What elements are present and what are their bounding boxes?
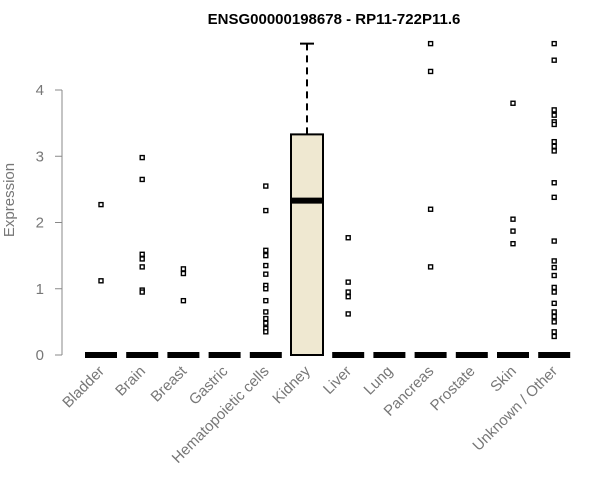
outlier-point	[551, 289, 557, 295]
outlier-point	[427, 40, 434, 47]
outlier-point	[510, 228, 516, 234]
outlier-point	[551, 333, 557, 340]
outlier-point	[551, 309, 557, 315]
outlier-point	[551, 138, 557, 145]
outlier-point	[345, 289, 351, 295]
outlier-point	[510, 216, 516, 222]
outlier-point	[551, 300, 557, 307]
x-tick-label: Lung	[361, 363, 397, 399]
outlier-point	[98, 278, 104, 284]
outlier-point	[551, 272, 557, 279]
box-group	[85, 201, 117, 358]
outlier-point	[551, 284, 557, 291]
outlier-point	[263, 297, 269, 304]
outlier-point	[510, 100, 516, 106]
outlier-point	[263, 207, 269, 214]
box-group	[167, 266, 200, 358]
outlier-point	[263, 309, 269, 315]
outlier-point	[345, 311, 351, 317]
outlier-point	[139, 176, 145, 183]
outlier-point	[345, 294, 351, 300]
outlier-point	[551, 194, 557, 201]
outlier-point	[263, 262, 269, 269]
outlier-point	[551, 148, 557, 154]
y-tick-label: 2	[36, 215, 44, 232]
outlier-point	[263, 247, 269, 254]
x-tick-label: Kidney	[269, 362, 314, 407]
outlier-point	[551, 121, 557, 128]
outlier-point	[551, 112, 557, 118]
outlier-point	[139, 289, 145, 295]
box-group	[126, 154, 159, 358]
y-tick-label: 3	[36, 148, 44, 165]
y-tick-label: 1	[36, 281, 44, 298]
outlier-point	[345, 279, 351, 285]
box-group	[249, 183, 282, 358]
outlier-point	[180, 266, 187, 272]
outlier-point	[139, 256, 145, 262]
y-tick-label: 0	[36, 347, 44, 364]
outlier-point	[551, 258, 557, 264]
outlier-point	[551, 319, 557, 325]
outlier-point	[263, 252, 269, 259]
outlier-point	[427, 68, 434, 75]
x-tick-label: Prostate	[427, 363, 479, 415]
outlier-point	[510, 240, 516, 247]
x-tick-label: Bladder	[59, 363, 108, 412]
outlier-point	[263, 329, 269, 335]
outlier-point	[263, 183, 269, 189]
outlier-point	[551, 238, 557, 244]
outlier-point	[139, 264, 145, 270]
outlier-point	[98, 201, 104, 208]
box-group	[538, 40, 571, 358]
x-tick-label: Liver	[320, 363, 355, 398]
outlier-point	[551, 264, 557, 271]
x-tick-label: Brain	[112, 363, 149, 400]
outlier-point	[263, 271, 269, 277]
outlier-point	[180, 270, 187, 277]
outlier-point	[139, 251, 145, 258]
plot-area	[85, 40, 571, 358]
outlier-point	[139, 154, 145, 161]
y-axis: 0 1 2 3 4	[36, 82, 63, 364]
box-group	[497, 100, 529, 358]
outlier-point	[427, 264, 434, 270]
box-group	[332, 235, 365, 358]
y-axis-label: Expression	[1, 163, 18, 237]
outlier-point	[551, 329, 557, 335]
outlier-point	[551, 143, 557, 150]
outlier-point	[551, 107, 557, 113]
box	[290, 133, 324, 356]
outlier-point	[551, 180, 557, 186]
x-tick-label: Breast	[148, 362, 191, 405]
outlier-point	[263, 286, 269, 292]
box-group	[290, 42, 324, 356]
outlier-point	[263, 320, 269, 326]
outlier-point	[345, 235, 351, 241]
outlier-point	[551, 57, 557, 63]
outlier-point	[263, 315, 269, 322]
y-tick-label: 4	[36, 82, 44, 99]
x-tick-label: Skin	[487, 363, 520, 396]
outlier-point	[427, 206, 434, 212]
box-group	[414, 40, 447, 358]
chart-title: ENSG00000198678 - RP11-722P11.6	[208, 11, 461, 28]
outlier-point	[551, 40, 557, 47]
outlier-point	[551, 313, 557, 320]
outlier-point	[180, 297, 187, 304]
